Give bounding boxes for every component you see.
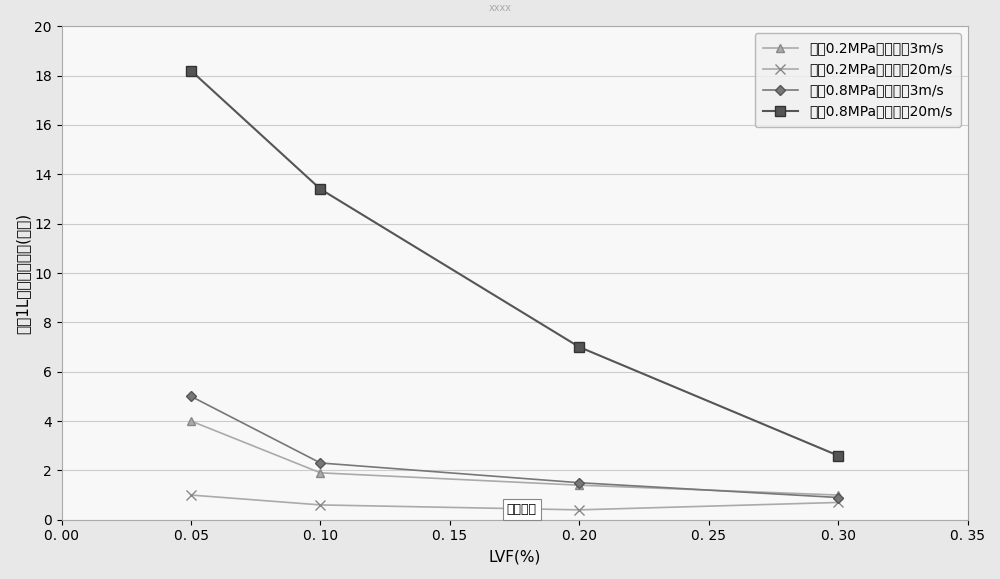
Text: xxxx: xxxx [488,3,512,13]
Line: 压力0.8MPa气相流速20m/s: 压力0.8MPa气相流速20m/s [186,66,843,460]
压力0.8MPa气相流速3m/s [314,460,326,467]
压力0.2MPa气相流速20m/s [573,507,585,514]
压力0.2MPa气相流速20m/s [832,499,844,506]
Line: 压力0.2MPa气相流速3m/s: 压力0.2MPa气相流速3m/s [187,417,842,499]
压力0.8MPa气相流速20m/s [573,343,585,350]
压力0.2MPa气相流速3m/s [832,492,844,499]
Y-axis label: 集满1L液体所需时间(分钟): 集满1L液体所需时间(分钟) [15,212,30,334]
压力0.8MPa气相流速3m/s [573,479,585,486]
压力0.2MPa气相流速20m/s [185,492,197,499]
压力0.2MPa气相流速3m/s [314,470,326,477]
压力0.2MPa气相流速3m/s [573,482,585,489]
压力0.8MPa气相流速20m/s [832,452,844,459]
X-axis label: LVF(%): LVF(%) [488,549,541,564]
压力0.8MPa气相流速20m/s [185,67,197,74]
压力0.8MPa气相流速3m/s [185,393,197,400]
Line: 压力0.8MPa气相流速3m/s: 压力0.8MPa气相流速3m/s [188,393,842,501]
Text: 图表标题: 图表标题 [507,503,537,516]
压力0.2MPa气相流速3m/s [185,417,197,424]
压力0.2MPa气相流速20m/s [314,501,326,508]
压力0.8MPa气相流速3m/s [832,494,844,501]
Line: 压力0.2MPa气相流速20m/s: 压力0.2MPa气相流速20m/s [186,490,843,515]
压力0.8MPa气相流速20m/s [314,186,326,193]
Legend: 压力0.2MPa气相流速3m/s, 压力0.2MPa气相流速20m/s, 压力0.8MPa气相流速3m/s, 压力0.8MPa气相流速20m/s: 压力0.2MPa气相流速3m/s, 压力0.2MPa气相流速20m/s, 压力0… [755,33,961,127]
